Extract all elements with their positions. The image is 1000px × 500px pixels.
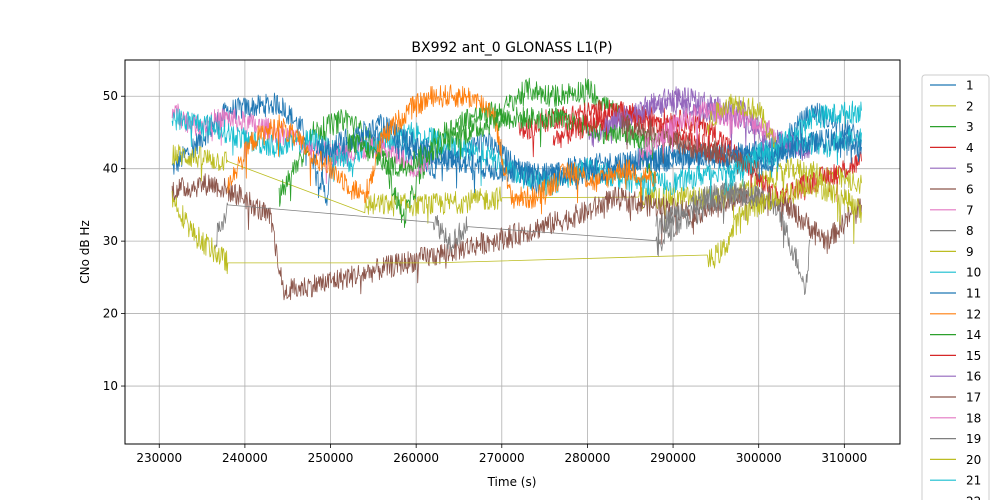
legend-items: 123456789101112141516171819202122 xyxy=(930,79,981,500)
legend-label-14: 14 xyxy=(966,328,981,342)
y-axis-label: CNo dB Hz xyxy=(78,220,92,284)
x-tick-label: 240000 xyxy=(222,451,268,465)
x-tick-label: 290000 xyxy=(650,451,696,465)
series-line-11 xyxy=(313,113,811,194)
y-tick-label: 20 xyxy=(103,307,118,321)
legend-label-11: 11 xyxy=(966,287,981,301)
legend-label-12: 12 xyxy=(966,307,981,321)
series-line-14 xyxy=(347,106,657,177)
legend-label-10: 10 xyxy=(966,266,981,280)
legend-label-6: 6 xyxy=(966,183,974,197)
legend-label-16: 16 xyxy=(966,370,981,384)
y-tick-label: 50 xyxy=(103,89,118,103)
legend-label-5: 5 xyxy=(966,162,974,176)
series-line-22 xyxy=(758,128,862,180)
x-tick-label: 270000 xyxy=(479,451,525,465)
legend-frame xyxy=(921,74,990,500)
x-tick-label: 280000 xyxy=(565,451,611,465)
y-tick-label: 40 xyxy=(103,162,118,176)
chart-title: BX992 ant_0 GLONASS L1(P) xyxy=(411,40,612,56)
series-line-6 xyxy=(171,173,862,301)
series-line-18 xyxy=(638,101,777,166)
legend-label-2: 2 xyxy=(966,99,974,113)
legend-label-1: 1 xyxy=(966,79,974,93)
x-tick-label: 300000 xyxy=(736,451,782,465)
legend-label-21: 21 xyxy=(966,474,981,488)
y-tick-label: 30 xyxy=(103,234,118,248)
legend-label-15: 15 xyxy=(966,349,981,363)
legend-label-22: 22 xyxy=(966,495,981,500)
x-tick-label: 230000 xyxy=(136,451,182,465)
axis-ticks: 230000 240000 250000 260000 270000 280000 2900… xyxy=(103,89,868,465)
legend-label-20: 20 xyxy=(966,453,981,467)
series-line-10 xyxy=(171,100,862,201)
legend-label-17: 17 xyxy=(966,391,981,405)
plot-area-frame xyxy=(124,59,901,445)
x-tick-label: 250000 xyxy=(308,451,354,465)
legend-label-3: 3 xyxy=(966,120,974,134)
legend-label-7: 7 xyxy=(966,203,974,217)
legend-label-19: 19 xyxy=(966,432,981,446)
series-line-8 xyxy=(214,181,811,296)
legend-label-4: 4 xyxy=(966,141,974,155)
series-line-3 xyxy=(278,77,657,229)
series-line-19 xyxy=(655,178,760,257)
x-tick-label: 310000 xyxy=(821,451,867,465)
legend-label-8: 8 xyxy=(966,224,974,238)
series-line-12 xyxy=(227,84,657,215)
series-line-9 xyxy=(171,175,862,275)
legend-label-9: 9 xyxy=(966,245,974,259)
legend-label-18: 18 xyxy=(966,411,981,425)
series-line-17 xyxy=(621,115,760,180)
y-tick-label: 10 xyxy=(103,379,118,393)
series-line-20 xyxy=(706,93,777,151)
series-group xyxy=(171,77,862,301)
x-axis-label: Time (s) xyxy=(487,475,537,489)
legend: 123456789101112141516171819202122 xyxy=(921,74,990,500)
x-tick-label: 260000 xyxy=(393,451,439,465)
